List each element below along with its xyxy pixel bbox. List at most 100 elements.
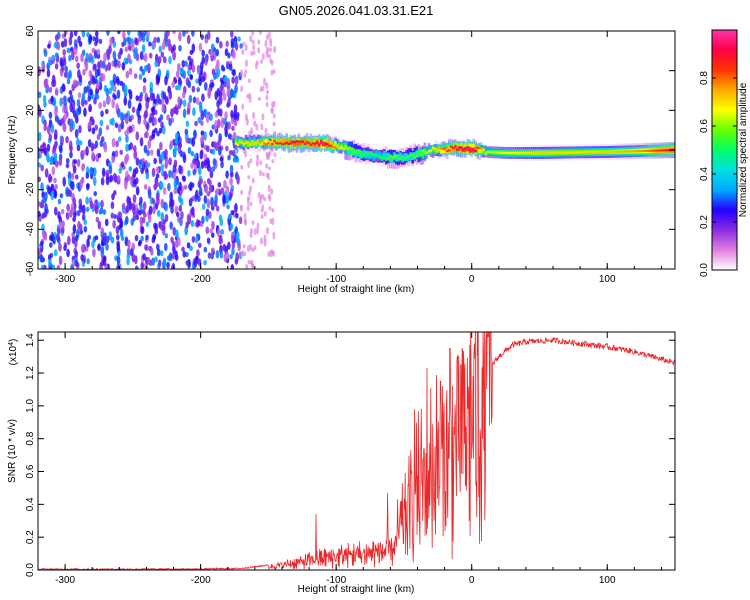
spectrogram-noise-blob	[164, 233, 169, 239]
spectrogram-noise-blob	[74, 128, 79, 139]
spectrogram-noise-blob	[173, 76, 177, 83]
spectrogram-noise-blob	[172, 50, 176, 60]
snr-y-tick-label: 0.4	[25, 497, 36, 511]
spectrogram-track-cell	[419, 148, 423, 157]
spectrogram-noise-blob	[61, 83, 66, 92]
spectrogram-noise-blob	[175, 106, 179, 116]
spectrogram-noise-blob	[232, 131, 237, 140]
spectrogram-track-cell	[480, 148, 484, 154]
spectrogram-noise-blob	[112, 41, 117, 49]
spectrogram-noise-blob	[247, 78, 251, 84]
spectrogram-noise-blob	[76, 209, 81, 217]
spectrogram-noise-blob	[139, 65, 144, 72]
spectrogram-noise-blob	[65, 212, 70, 220]
spectrogram-track-cell	[653, 149, 656, 152]
spectrogram-track-cell	[403, 157, 406, 161]
spectrogram-noise-blob	[253, 227, 257, 236]
spectrogram-track-cell	[470, 147, 473, 150]
spectrogram-noise-blob	[86, 32, 90, 38]
spectrogram-noise-blob	[126, 31, 131, 36]
spectrogram-track-cell	[328, 140, 331, 146]
spectrogram-noise-blob	[160, 98, 165, 107]
spectrogram-track-cell	[236, 143, 240, 146]
spectrogram-noise-blob	[112, 73, 117, 82]
spectrogram-noise-blob	[151, 167, 156, 178]
spectrogram-noise-blob	[143, 110, 148, 119]
spectrogram-track-cell	[236, 141, 240, 146]
spectrogram-noise-blob	[194, 237, 199, 244]
spectrogram-noise-blob	[155, 181, 160, 188]
spectrogram-track-cell	[374, 153, 378, 157]
spectrogram-noise-blob	[178, 164, 182, 175]
spectrogram-noise-blob	[70, 172, 75, 180]
spectrogram-noise-blob	[105, 242, 109, 251]
spectrogram-track-cell	[260, 140, 264, 143]
spectrogram-noise-blob	[134, 265, 139, 269]
spectrogram-noise-blob	[113, 213, 118, 220]
spectrogram-noise-blob	[135, 157, 140, 166]
spectrogram-noise-blob	[175, 70, 180, 79]
spectrogram-noise-blob	[158, 98, 162, 105]
spectrogram-noise-blob	[160, 212, 165, 222]
spectrogram-noise-blob	[139, 137, 144, 147]
spectrogram-noise-blob	[239, 43, 243, 49]
spectrogram-noise-blob	[141, 43, 146, 53]
spectrogram-track-cell	[458, 146, 461, 149]
spectrogram-noise-blob	[152, 233, 156, 240]
spectrogram-noise-blob	[210, 82, 215, 88]
spectrogram-track-cell	[419, 152, 423, 157]
spectrogram-noise-blob	[200, 120, 204, 126]
spectrogram-noise-blob	[253, 120, 257, 127]
spectrogram-noise-blob	[204, 37, 209, 44]
spectrogram-track-cell	[297, 141, 301, 146]
spectrogram-track-cell	[386, 152, 390, 161]
spectrogram-noise-blob	[187, 82, 192, 89]
spectrogram-noise-blob	[177, 216, 181, 223]
spectrogram-noise-blob	[84, 99, 88, 106]
spectrogram-noise-blob	[74, 250, 79, 258]
spectrogram-noise-blob	[268, 151, 272, 156]
spectrogram-noise-blob	[142, 201, 147, 211]
spectrogram-noise-blob	[172, 170, 177, 180]
spectrogram-track-cell	[610, 150, 614, 153]
spectrogram-noise-blob	[211, 148, 216, 155]
spectrogram-noise-blob	[50, 191, 55, 201]
spectrogram-noise-blob	[230, 41, 235, 49]
spectrogram-track-cell	[346, 146, 349, 151]
spectrogram-noise-blob	[116, 242, 121, 253]
spectrogram-noise-blob	[182, 250, 187, 258]
spectrogram-track-cell	[535, 151, 539, 154]
spectrogram-noise-blob	[125, 205, 130, 214]
spectrogram-track-cell	[384, 157, 388, 161]
spectrogram-noise-blob	[99, 119, 104, 127]
spectrogram-noise-blob	[206, 198, 211, 209]
spectrogram-noise-blob	[269, 249, 273, 258]
spectrogram-noise-blob	[233, 104, 238, 113]
spectrogram-noise-blob	[254, 62, 258, 70]
spectrogram-noise-blob	[48, 86, 53, 93]
spectrogram-track-cell	[348, 147, 351, 155]
spectrogram-noise-blob	[265, 101, 269, 108]
spectrogram-noise-blob	[247, 259, 251, 265]
spectrogram-noise-blob	[110, 212, 115, 219]
spectrogram-noise-blob	[227, 121, 231, 130]
spectrogram-track-cell	[293, 141, 297, 144]
spectrogram-noise-blob	[66, 203, 70, 212]
spectrogram-noise-blob	[156, 196, 160, 206]
spectrogram-noise-blob	[100, 177, 105, 186]
spectrogram-noise-blob	[40, 254, 44, 263]
spectrogram-track-cell	[358, 150, 362, 159]
spectrogram-noise-blob	[181, 60, 186, 68]
spectrogram-noise-blob	[268, 206, 272, 211]
spectrogram-noise-blob	[179, 150, 184, 158]
spectrogram-noise-blob	[135, 215, 140, 221]
spectrogram-noise-blob	[185, 31, 189, 35]
spectrogram-noise-blob	[117, 60, 121, 69]
spectrogram-track-cell	[470, 147, 473, 153]
spectrogram-noise-blob	[162, 187, 167, 195]
spectrogram-noise-blob	[50, 123, 55, 134]
spectrogram-track-cell	[407, 154, 410, 159]
spectrogram-track-cell	[330, 144, 333, 147]
spectrogram-noise-blob	[259, 160, 263, 166]
spectrogram-track-cell	[252, 136, 256, 145]
